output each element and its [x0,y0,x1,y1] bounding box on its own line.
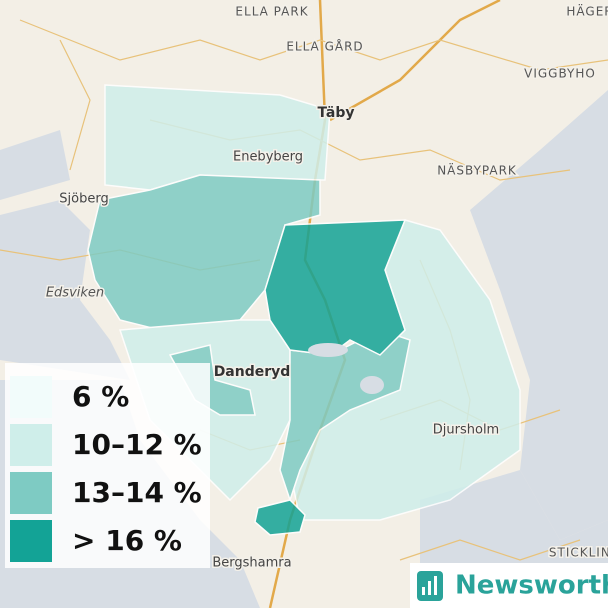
place-label: Bergshamra [212,556,291,571]
place-label: Djursholm [433,423,499,438]
brand-icon-bar [422,587,425,595]
place-labels: ELLA PARK HÄGER ELLA GÅRD VIGGBYHO Täby … [44,2,608,572]
region [104,84,331,191]
place-label: ELLA GÅRD [286,39,363,54]
place-label: Sjöberg [59,192,108,207]
brand-name: Newsworthy [455,571,608,601]
legend-label: > 16 % [72,524,182,557]
legend-swatch [10,520,52,562]
brand-icon-bar [428,581,431,595]
legend-label: 13–14 % [72,476,202,509]
place-label: HÄGER [566,4,608,19]
brand-icon-bar [434,576,437,595]
legend: 6 % 10–12 % 13–14 % > 16 % [5,363,210,568]
place-label: Danderyd [214,364,291,380]
legend-label: 10–12 % [72,428,202,461]
legend-items: 6 % 10–12 % 13–14 % > 16 % [10,376,202,562]
lakes [308,343,384,394]
legend-swatch [10,376,52,418]
legend-label: 6 % [72,380,129,413]
place-label: Täby [317,105,354,121]
place-label: ELLA PARK [235,5,308,19]
region [264,219,407,356]
place-label: STICKLING [549,546,608,560]
regions [87,84,521,536]
legend-swatch [10,472,52,514]
place-label: NÄSBYPARK [437,163,517,178]
brand: Newsworthy [410,563,608,608]
place-label: Edsviken [46,286,104,301]
place-label: Enebyberg [233,150,303,165]
place-label: VIGGBYHO [524,67,596,81]
legend-swatch [10,424,52,466]
region [254,499,306,536]
